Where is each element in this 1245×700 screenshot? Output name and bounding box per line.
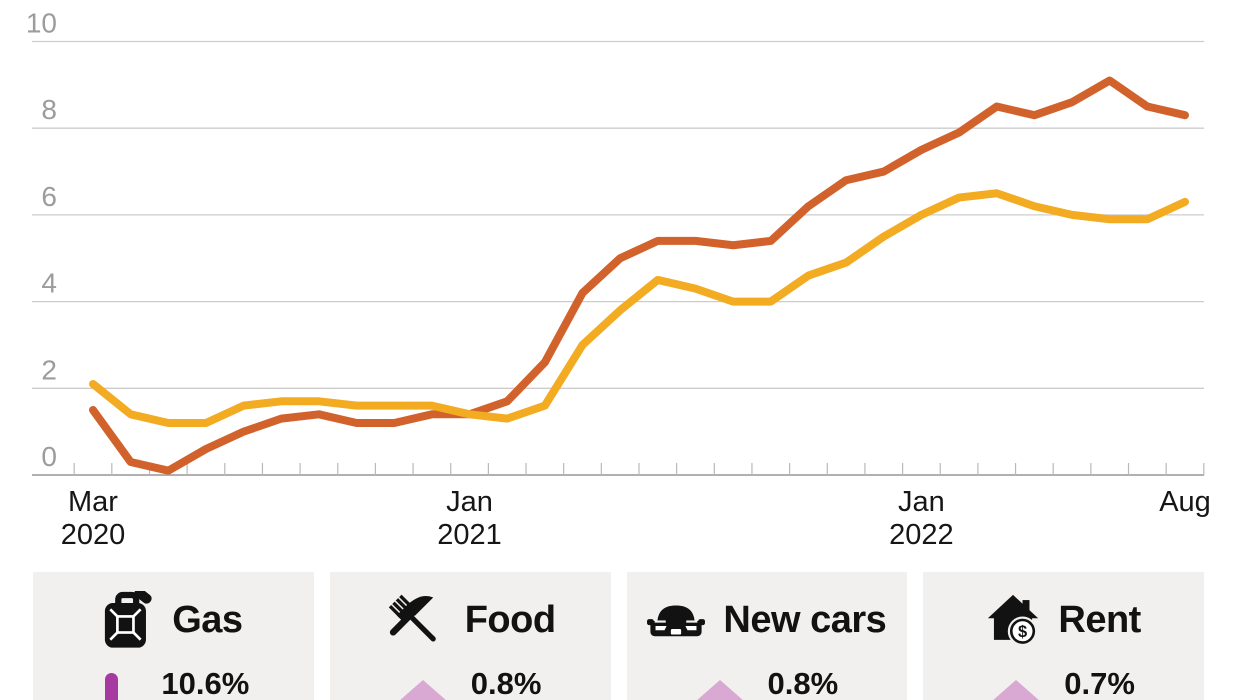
y-axis-label-0: 0 <box>41 441 57 472</box>
card-gas-title: Gas <box>172 598 243 641</box>
card-gas: Gas 10.6% <box>33 572 314 700</box>
utensils-icon <box>388 594 436 642</box>
card-rent: $ Rent 0.7% <box>923 572 1204 700</box>
card-rent-title: Rent <box>1058 598 1141 641</box>
card-new-cars-value: 0.8% <box>767 666 839 700</box>
cpi-line-chart: 0 2 4 6 8 10 Mar 2020 Jan 2021 Jan 2022 Aug <box>26 8 1211 552</box>
card-food: Food 0.8% <box>329 572 611 700</box>
card-gas-value: 10.6% <box>161 666 250 700</box>
card-new-cars-title: New cars <box>723 598 887 641</box>
card-food-value-row: 0.8% <box>330 668 611 700</box>
x-axis-label: Aug <box>1159 486 1211 518</box>
arrow-up-icon <box>696 680 743 700</box>
card-gas-header: Gas <box>33 588 314 652</box>
jerry-can-icon <box>105 591 152 648</box>
card-rent-value-row: 0.7% <box>923 668 1204 700</box>
arrow-up-icon <box>399 680 446 700</box>
x-axis-label: Mar <box>68 486 118 518</box>
arrow-down-icon <box>105 673 119 700</box>
car-icon <box>647 605 706 637</box>
y-axis-label-8: 8 <box>41 94 57 125</box>
x-axis-label: 2020 <box>61 519 126 551</box>
x-axis-label: Jan <box>898 486 945 518</box>
card-new-cars: New cars 0.8% <box>626 572 908 700</box>
x-axis-label: 2022 <box>889 519 954 551</box>
card-new-cars-value-row: 0.8% <box>627 668 908 700</box>
card-gas-value-row: 10.6% <box>33 668 314 700</box>
card-rent-header: $ Rent <box>923 588 1204 652</box>
x-axis-label: Jan <box>446 486 493 518</box>
series-yellow-line <box>89 189 1189 427</box>
y-axis-label-4: 4 <box>41 268 57 299</box>
house-dollar-icon: $ <box>988 594 1039 646</box>
card-food-header: Food <box>330 588 611 652</box>
svg-text:$: $ <box>1018 623 1027 641</box>
y-axis-label-6: 6 <box>41 181 57 212</box>
card-new-cars-header: New cars <box>627 588 908 652</box>
series-orange-line <box>89 76 1189 475</box>
x-axis-label: 2021 <box>437 519 502 551</box>
card-rent-value: 0.7% <box>1064 666 1135 700</box>
card-food-value: 0.8% <box>470 666 542 700</box>
y-axis-label-10: 10 <box>26 8 57 39</box>
y-axis-label-2: 2 <box>41 354 57 385</box>
category-cards-row: Gas 10.6% <box>0 572 1245 700</box>
arrow-up-icon <box>993 680 1040 700</box>
card-food-title: Food <box>464 598 556 641</box>
